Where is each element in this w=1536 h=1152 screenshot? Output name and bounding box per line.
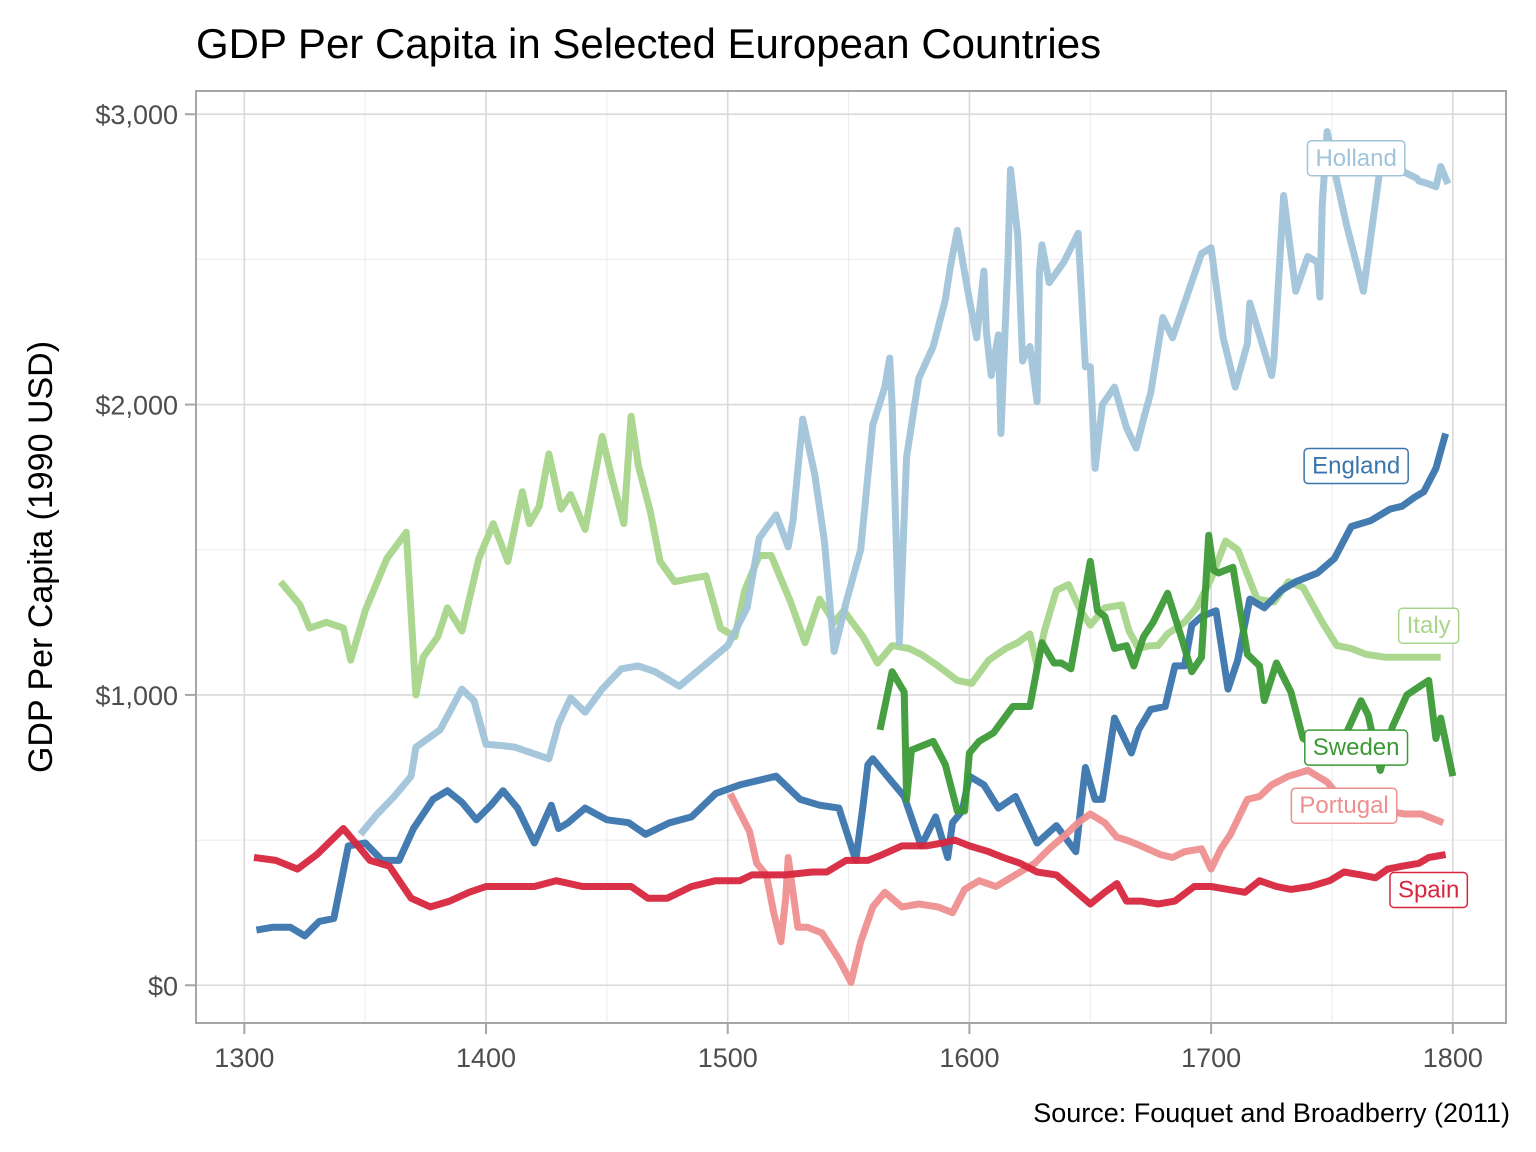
x-tick-label: 1300 xyxy=(214,1043,274,1073)
y-axis-title: GDP Per Capita (1990 USD) xyxy=(22,341,60,773)
series-line-spain xyxy=(253,825,1447,911)
y-tick-label: $1,000 xyxy=(95,681,178,711)
y-tick-label: $0 xyxy=(148,971,178,1001)
series-lines xyxy=(253,128,1457,986)
label-box xyxy=(1389,871,1469,909)
chart-title: GDP Per Capita in Selected European Coun… xyxy=(196,20,1101,67)
label-box xyxy=(1304,729,1409,766)
series-line-holland xyxy=(357,128,1452,837)
series-labels: Holland England Italy Sweden Portugal Spain xyxy=(1290,140,1469,909)
series-label-sweden: Sweden xyxy=(1304,729,1409,766)
series-line-sweden xyxy=(876,531,1457,815)
x-tick-label: 1400 xyxy=(456,1043,516,1073)
x-tick-label: 1700 xyxy=(1181,1043,1241,1073)
chart-caption: Source: Fouquet and Broadberry (2011) xyxy=(1033,1098,1510,1128)
label-text: Sweden xyxy=(1313,734,1400,761)
series-label-spain: Spain xyxy=(1389,871,1469,909)
label-box xyxy=(1303,447,1409,485)
series-label-portugal: Portugal xyxy=(1290,787,1398,824)
label-box xyxy=(1306,140,1406,177)
label-text: Holland xyxy=(1315,145,1396,172)
label-text: England xyxy=(1312,453,1400,480)
series-label-holland: Holland xyxy=(1306,140,1406,177)
label-text: Spain xyxy=(1398,876,1459,903)
x-axis: 1300 1400 1500 1600 1700 1800 xyxy=(214,1023,1483,1073)
series-label-england: England xyxy=(1303,447,1409,485)
label-text: Portugal xyxy=(1299,792,1388,819)
x-tick-label: 1500 xyxy=(698,1043,758,1073)
label-box xyxy=(1397,607,1460,644)
x-tick-label: 1800 xyxy=(1423,1043,1483,1073)
y-tick-label: $2,000 xyxy=(95,391,178,421)
y-axis: $0 $1,000 $2,000 $3,000 xyxy=(95,100,196,1001)
plot-panel-border xyxy=(195,90,1507,1024)
series-line-portugal xyxy=(727,766,1445,986)
label-box xyxy=(1290,787,1398,824)
label-text: Italy xyxy=(1407,612,1451,639)
series-label-italy: Italy xyxy=(1397,607,1460,644)
y-tick-label: $3,000 xyxy=(95,100,178,130)
x-tick-label: 1600 xyxy=(939,1043,999,1073)
